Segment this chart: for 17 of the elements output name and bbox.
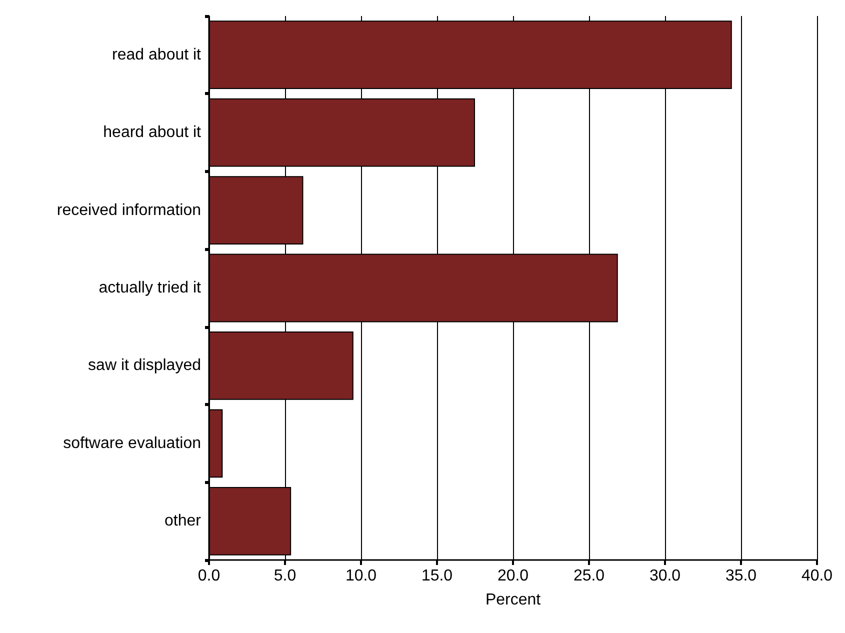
y-tick-label: heard about it bbox=[103, 124, 202, 142]
x-tick-label: 5.0 bbox=[274, 568, 296, 584]
x-tick-label: 10.0 bbox=[345, 568, 377, 584]
x-tick-label: 35.0 bbox=[725, 568, 757, 584]
x-axis-title: Percent bbox=[485, 592, 542, 608]
x-tick-label: 40.0 bbox=[801, 568, 833, 584]
y-tick-label: received information bbox=[56, 202, 201, 219]
x-tick-label: 30.0 bbox=[649, 568, 681, 584]
y-tick-label: actually tried it bbox=[98, 280, 202, 296]
x-tick-label: 25.0 bbox=[573, 568, 605, 584]
y-tick-label: read about it bbox=[112, 46, 202, 64]
y-tick-label: saw it displayed bbox=[88, 357, 201, 374]
y-tick-label: software evaluation bbox=[63, 434, 201, 452]
x-tick-label: 20.0 bbox=[497, 568, 529, 584]
x-tick-label: 15.0 bbox=[421, 568, 453, 584]
y-tick-label: other bbox=[164, 512, 202, 530]
x-tick-label: 0.0 bbox=[198, 568, 220, 584]
